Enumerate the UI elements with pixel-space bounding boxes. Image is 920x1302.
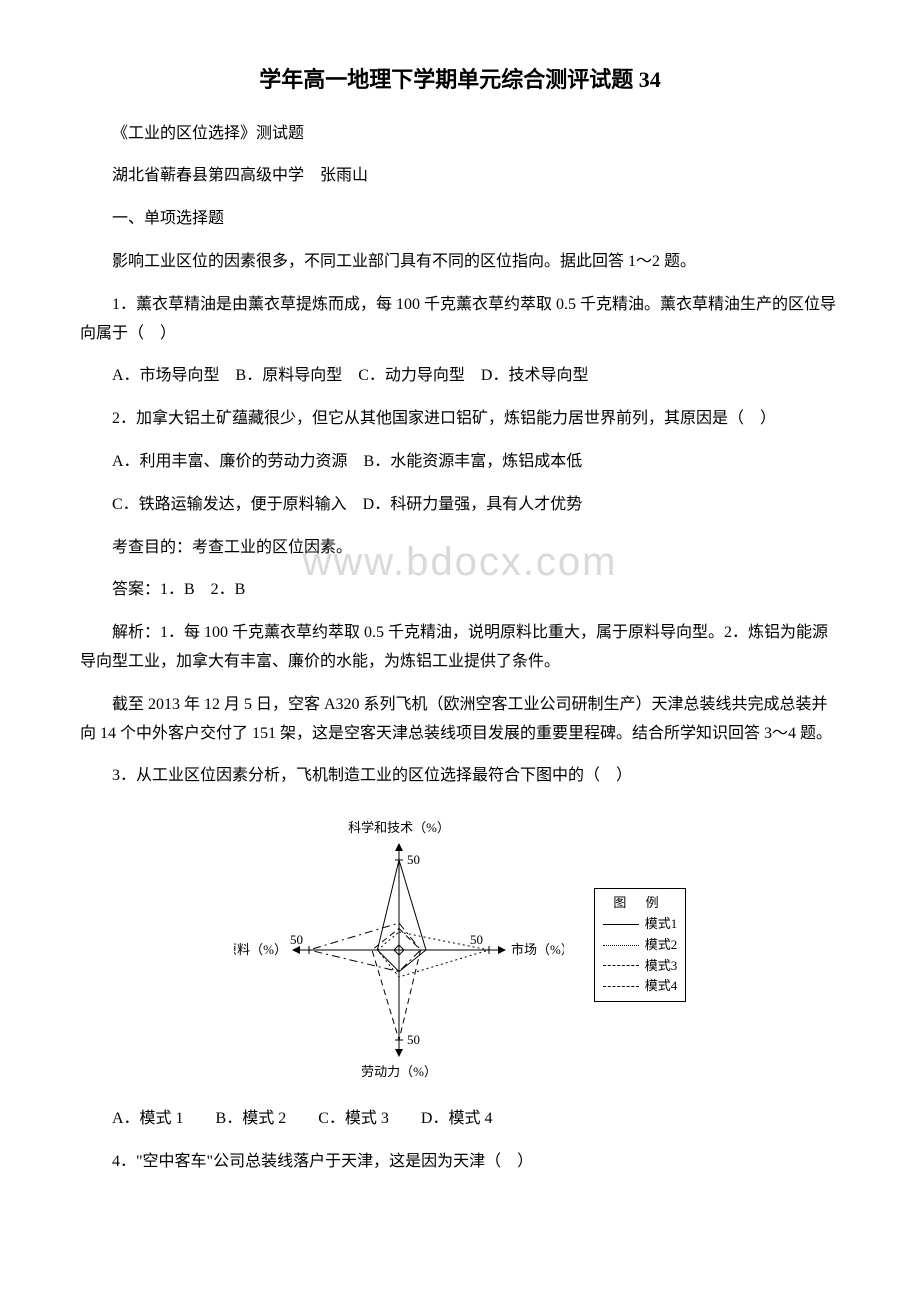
question-2: 2．加拿大铝土矿蕴藏很少，但它从其他国家进口铝矿，炼铝能力居世界前列，其原因是（… bbox=[80, 405, 840, 434]
subtitle: 《工业的区位选择》测试题 bbox=[80, 120, 840, 149]
legend-item-4: 模式4 bbox=[603, 976, 678, 997]
answer-1: 答案：1．B 2．B bbox=[80, 576, 840, 605]
q34-intro: 截至 2013 年 12 月 5 日，空客 A320 系列飞机（欧洲空客工业公司… bbox=[80, 691, 840, 749]
legend-swatch-1 bbox=[603, 924, 639, 925]
question-1: 1．薰衣草精油是由薰衣草提炼而成，每 100 千克薰衣草约萃取 0.5 千克精油… bbox=[80, 291, 840, 349]
svg-text:50: 50 bbox=[470, 932, 483, 947]
svg-text:50: 50 bbox=[407, 1032, 420, 1047]
legend-item-1: 模式1 bbox=[603, 914, 678, 935]
chart-legend: 图 例 模式1 模式2 模式3 模式4 bbox=[594, 888, 687, 1002]
question-3: 3．从工业区位因素分析，飞机制造工业的区位选择最符合下图中的（ ） bbox=[80, 762, 840, 791]
legend-item-3: 模式3 bbox=[603, 956, 678, 977]
svg-text:劳动力（%）: 劳动力（%） bbox=[361, 1064, 437, 1079]
legend-label-1: 模式1 bbox=[645, 914, 678, 935]
legend-label-4: 模式4 bbox=[645, 976, 678, 997]
question-3-options: A．模式 1 B．模式 2 C．模式 3 D．模式 4 bbox=[80, 1105, 840, 1134]
radar-chart-container: 50 50 50 50 科学和技术（%） 市场（%） 劳动力（%） 原料（%） 图 例 模式1… bbox=[80, 805, 840, 1085]
section-header: 一、单项选择题 bbox=[80, 205, 840, 234]
svg-text:50: 50 bbox=[290, 932, 303, 947]
question-1-options: A．市场导向型 B．原料导向型 C．动力导向型 D．技术导向型 bbox=[80, 362, 840, 391]
legend-label-2: 模式2 bbox=[645, 935, 678, 956]
legend-swatch-3 bbox=[603, 965, 639, 966]
question-4: 4．"空中客车"公司总装线落户于天津，这是因为天津（ ） bbox=[80, 1148, 840, 1177]
legend-label-3: 模式3 bbox=[645, 956, 678, 977]
legend-swatch-4 bbox=[603, 986, 639, 987]
legend-title: 图 例 bbox=[603, 893, 678, 914]
legend-swatch-2 bbox=[603, 945, 639, 946]
svg-text:市场（%）: 市场（%） bbox=[511, 942, 564, 957]
school-author: 湖北省蕲春县第四高级中学 张雨山 bbox=[80, 162, 840, 191]
page-title: 学年高一地理下学期单元综合测评试题 34 bbox=[80, 60, 840, 100]
radar-chart: 50 50 50 50 科学和技术（%） 市场（%） 劳动力（%） 原料（%） bbox=[234, 805, 564, 1085]
svg-text:50: 50 bbox=[407, 852, 420, 867]
svg-text:科学和技术（%）: 科学和技术（%） bbox=[348, 820, 450, 835]
legend-item-2: 模式2 bbox=[603, 935, 678, 956]
question-2-options-a: A．利用丰富、廉价的劳动力资源 B．水能资源丰富，炼铝成本低 bbox=[80, 448, 840, 477]
q12-intro: 影响工业区位的因素很多，不同工业部门具有不同的区位指向。据此回答 1～2 题。 bbox=[80, 248, 840, 277]
exam-purpose-1: 考查目的：考查工业的区位因素。 bbox=[80, 534, 840, 563]
explanation-1: 解析：1．每 100 千克薰衣草约萃取 0.5 千克精油，说明原料比重大，属于原… bbox=[80, 619, 840, 677]
svg-text:原料（%）: 原料（%） bbox=[234, 942, 287, 957]
question-2-options-b: C．铁路运输发达，便于原料输入 D．科研力量强，具有人才优势 bbox=[80, 491, 840, 520]
